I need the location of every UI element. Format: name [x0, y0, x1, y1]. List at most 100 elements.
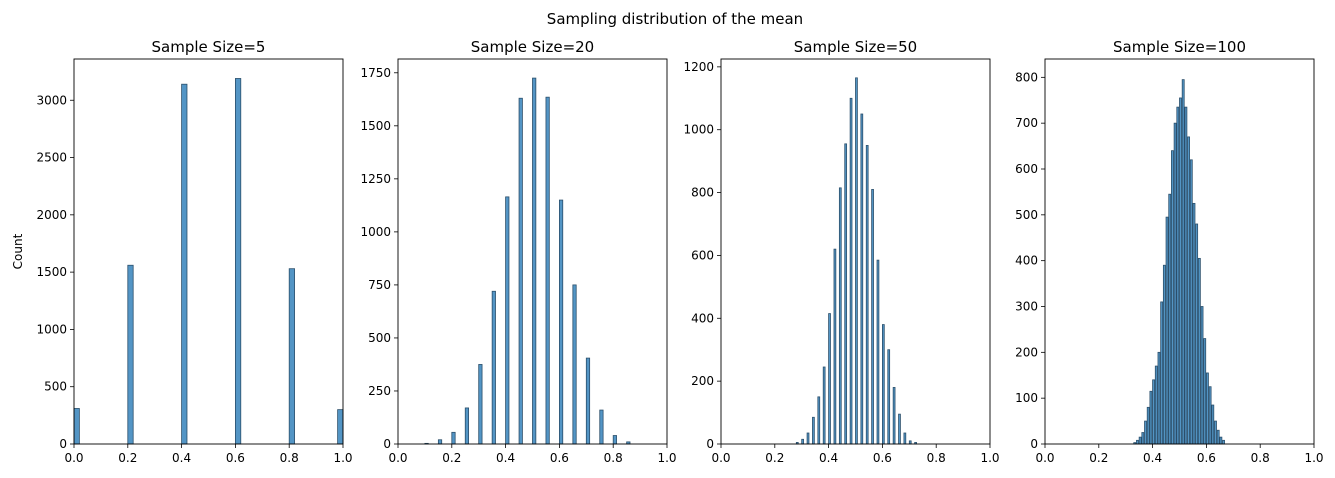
histogram-bar	[838, 187, 842, 445]
histogram-bar	[822, 366, 826, 445]
histogram-bar	[559, 199, 564, 445]
histogram-bar	[1152, 379, 1156, 445]
subplot-2: Sample Size=20 0.0 0.2 0.4 0.6 0.8 1.0 0 250 500 7…	[360, 38, 676, 465]
y-tick-label: 1750	[360, 66, 391, 80]
y-tick-label: 400	[1015, 254, 1038, 268]
y-tick-label: 0	[383, 437, 391, 451]
histogram-bar	[1211, 404, 1215, 445]
histogram-bar	[1149, 390, 1153, 445]
histogram-bar	[234, 78, 242, 445]
subplot-1: Sample Size=5 0.0 0.2 0.4 0.6 0.8 1.0 0 500 1000 1…	[11, 38, 353, 465]
x-tick-label: 0.8	[927, 451, 946, 465]
histogram-bar	[1219, 436, 1223, 445]
y-tick-label: 3000	[36, 93, 67, 107]
x-tick-label: 0.2	[442, 451, 461, 465]
x-tick-label: 0.0	[64, 451, 83, 465]
histogram-bar	[828, 313, 831, 445]
y-tick-label: 500	[368, 331, 391, 345]
histogram-bar	[801, 438, 804, 445]
y-tick-label: 1000	[360, 225, 391, 239]
histogram-bars	[795, 77, 917, 445]
histogram-bar	[1138, 436, 1142, 445]
y-tick-label: 1000	[36, 322, 67, 336]
histogram-bar	[871, 189, 874, 445]
histogram-bars	[1133, 79, 1225, 445]
y-tick-label: 600	[691, 248, 714, 262]
y-tick-label: 200	[1015, 345, 1038, 359]
x-tick-label: 0.4	[172, 451, 191, 465]
x-tick-label: 0.0	[388, 451, 407, 465]
histogram-bar	[337, 409, 344, 445]
y-axis-label: Count	[11, 233, 25, 269]
histogram-bar	[1197, 257, 1201, 445]
histogram-bar	[1165, 216, 1169, 445]
histogram-bar	[451, 431, 456, 445]
x-tick-label: 0.2	[118, 451, 137, 465]
x-tick-label: 0.0	[1035, 451, 1054, 465]
axes-frame	[397, 58, 668, 445]
histogram-bar	[1206, 372, 1209, 445]
x-tick-label: 0.6	[1197, 451, 1216, 465]
y-tick-label: 0	[1030, 437, 1038, 451]
histogram-bar	[817, 396, 821, 445]
histogram-bar	[1176, 106, 1180, 445]
histogram-bar	[599, 409, 604, 445]
histogram-bar	[1162, 264, 1166, 445]
histogram-bars	[73, 78, 344, 445]
x-tick-label: 1.0	[333, 451, 352, 465]
y-tick-label: 300	[1015, 300, 1038, 314]
x-tick-label: 0.6	[873, 451, 892, 465]
x-tick-label: 0.2	[765, 451, 784, 465]
histogram-bar	[518, 97, 523, 445]
histogram-bar	[1160, 301, 1164, 445]
y-tick-label: 600	[1015, 162, 1038, 176]
histogram-bar	[1173, 122, 1177, 445]
y-tick-label: 400	[691, 311, 714, 325]
histogram-bar	[1214, 420, 1217, 445]
y-tick-label: 1250	[360, 172, 391, 186]
histogram-bar	[1146, 406, 1150, 445]
x-tick-label: 0.8	[280, 451, 299, 465]
histogram-bar	[1189, 159, 1193, 445]
y-tick-label: 1500	[36, 265, 67, 279]
subplot-title: Sample Size=100	[1113, 38, 1246, 56]
y-tick-label: 700	[1015, 116, 1038, 130]
y-tick-label: 1500	[360, 119, 391, 133]
histogram-bar	[1208, 386, 1212, 445]
histogram-bar	[1222, 439, 1225, 445]
histogram-bar	[806, 432, 810, 445]
x-tick-label: 0.4	[819, 451, 838, 465]
histogram-bar	[464, 407, 470, 445]
histogram-bar	[855, 77, 858, 445]
subplot-title: Sample Size=50	[794, 38, 917, 56]
histogram-bar	[1157, 351, 1161, 445]
histogram-bar	[1154, 365, 1158, 445]
y-tick-label: 750	[368, 278, 391, 292]
histogram-bar	[1184, 106, 1188, 445]
subplot-panels: Sample Size=50.0 0.2 0.4 0.6 0.8 1.0050010001…	[11, 38, 1324, 465]
y-tick-label: 500	[1015, 208, 1038, 222]
histogram-bar	[1181, 79, 1185, 445]
histogram-bar	[898, 413, 901, 445]
y-tick-label: 800	[691, 186, 714, 200]
histogram-bars	[424, 77, 631, 445]
x-tick-label: 0.0	[711, 451, 730, 465]
histogram-bar	[1203, 338, 1207, 445]
y-tick-label: 1000	[683, 123, 714, 137]
x-tick-label: 0.6	[550, 451, 569, 465]
histogram-bar	[812, 416, 815, 445]
histogram-bar	[572, 284, 577, 445]
histogram-bar	[1195, 223, 1199, 445]
histogram-bar	[1216, 429, 1220, 445]
histogram-bar	[585, 357, 591, 445]
y-tick-label: 500	[44, 380, 67, 394]
histogram-bar	[437, 439, 443, 445]
x-tick-label: 1.0	[657, 451, 676, 465]
y-tick-label: 1200	[683, 60, 714, 74]
histogram-bar	[288, 268, 295, 445]
histogram-bar	[833, 248, 837, 445]
x-tick-label: 0.8	[1251, 451, 1270, 465]
histogram-bar	[1179, 97, 1182, 445]
y-tick-label: 250	[368, 384, 391, 398]
